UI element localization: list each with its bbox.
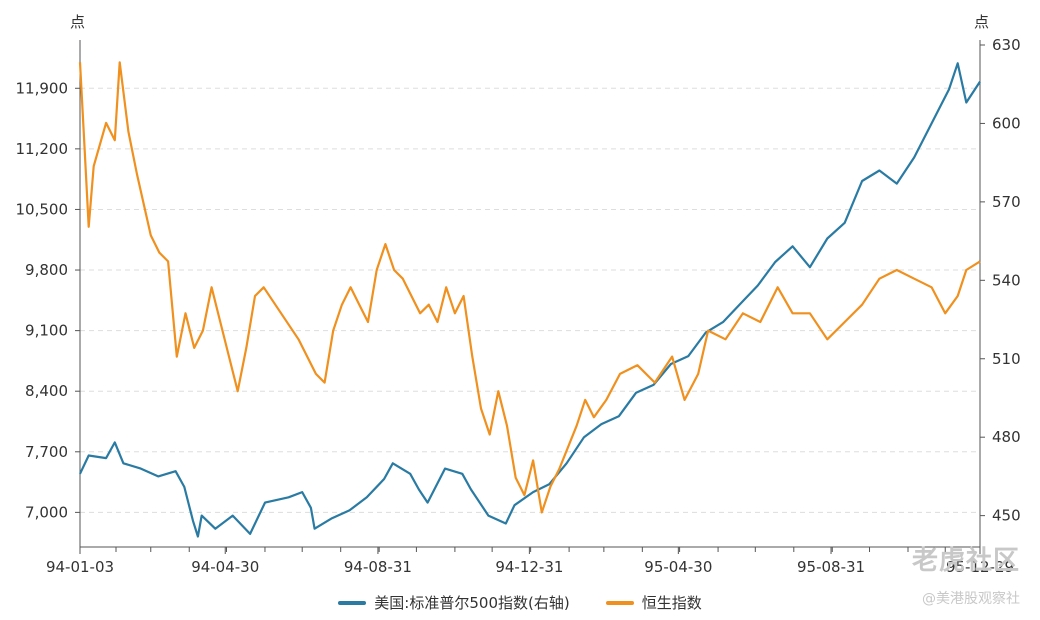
right-tick-label-6: 630	[992, 36, 1021, 54]
right-tick-label-3: 540	[992, 271, 1021, 289]
left-tick-label-3: 9,100	[25, 322, 68, 340]
watermark-tiger-community: 老虎社区	[911, 546, 1020, 576]
x-tick-label-3: 94-12-31	[495, 558, 563, 576]
legend-swatch-hsi	[605, 600, 634, 605]
left-tick-label-0: 7,000	[25, 503, 68, 521]
right-tick-label-1: 480	[992, 428, 1021, 446]
x-tick-label-0: 94-01-03	[46, 558, 114, 576]
x-tick-label-5: 95-08-31	[797, 558, 865, 576]
right-axis-unit: 点	[974, 13, 989, 31]
legend-swatch-sp500	[338, 600, 367, 605]
legend-item-hsi[interactable]: 恒生指数	[605, 592, 702, 613]
chart-legend: 美国:标准普尔500指数(右轴) 恒生指数	[0, 592, 1040, 613]
left-tick-label-7: 11,900	[16, 79, 69, 97]
right-tick-label-2: 510	[992, 350, 1021, 368]
left-tick-label-6: 11,200	[16, 140, 69, 158]
hsi-series-line	[78, 61, 981, 514]
left-tick-label-4: 9,800	[25, 261, 68, 279]
legend-item-sp500[interactable]: 美国:标准普尔500指数(右轴)	[338, 592, 570, 613]
right-tick-label-5: 600	[992, 114, 1021, 132]
left-tick-label-2: 8,400	[25, 382, 68, 400]
x-tick-label-4: 95-04-30	[644, 558, 712, 576]
x-tick-label-2: 94-08-31	[344, 558, 412, 576]
left-axis-unit: 点	[70, 13, 85, 31]
left-tick-label-5: 10,500	[16, 200, 69, 218]
legend-label-hsi: 恒生指数	[641, 594, 702, 612]
right-tick-label-0: 450	[992, 507, 1021, 525]
left-tick-label-1: 7,700	[25, 443, 68, 461]
right-tick-label-4: 570	[992, 193, 1021, 211]
watermark-account: @美港股观察社	[922, 591, 1020, 607]
sp500-series-line	[79, 62, 981, 538]
x-tick-label-1: 94-04-30	[191, 558, 259, 576]
x-tick-label-6: 95-12-29	[946, 558, 1014, 576]
legend-label-sp500: 美国:标准普尔500指数(右轴)	[374, 594, 570, 612]
